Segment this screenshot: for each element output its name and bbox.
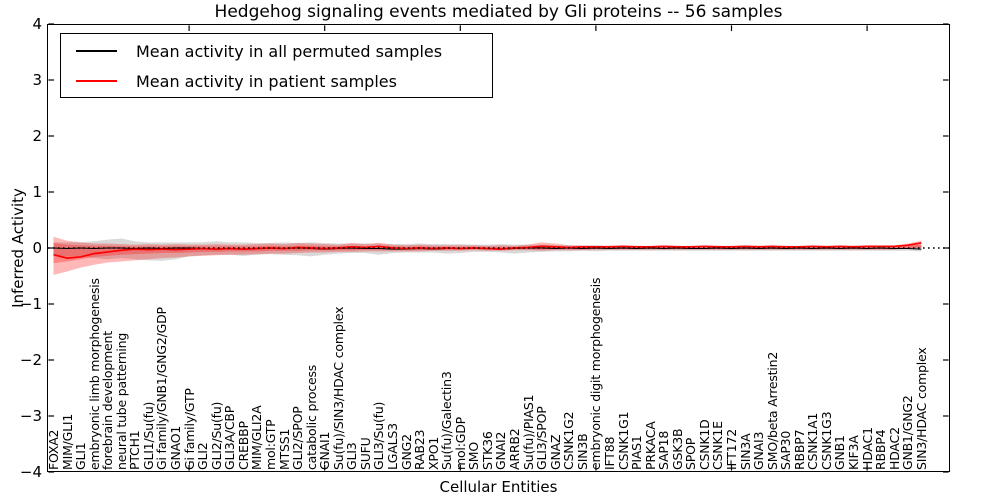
x-tick-label: GLI2/Su(fu): [208, 401, 224, 470]
x-tick-label: SUFU: [357, 437, 373, 470]
x-tick-label: RBBP7: [791, 429, 807, 470]
x-axis-label: Cellular Entities: [439, 478, 558, 496]
y-tick-label: 0: [32, 239, 42, 257]
x-tick-label: PIAS1: [629, 435, 645, 470]
x-tick-label: GNAI1: [317, 431, 333, 470]
x-tick-label: LGALS3: [385, 423, 400, 470]
y-tick-label: −2: [19, 351, 42, 369]
x-tick-label: GLI2: [195, 442, 211, 471]
x-tick-label: CREBBP: [235, 421, 251, 470]
x-tick-label: SIN3B: [574, 433, 590, 470]
x-tick-label: CSNK1E: [710, 421, 726, 470]
legend-label-patient: Mean activity in patient samples: [136, 71, 397, 91]
x-tick-label: GNG2: [398, 434, 414, 470]
x-tick-label: RBBP4: [873, 429, 889, 470]
x-tick-label: GNB1/GNG2: [900, 395, 916, 470]
legend-item-patient: Mean activity in patient samples: [61, 66, 397, 96]
x-tick-label: forebrain development: [100, 331, 116, 470]
x-tick-label: SMO/beta Arrestin2: [764, 351, 780, 470]
x-tick-label: GSK3B: [669, 428, 685, 470]
y-tick-label: −4: [19, 463, 42, 481]
x-tick-label: SPOP: [683, 437, 699, 470]
patient-mean-line: [53, 242, 922, 259]
x-tick-label: GNAO1: [168, 425, 184, 470]
x-tick-label: HDAC2: [886, 427, 902, 470]
x-tick-label: GNAI2: [493, 431, 509, 470]
x-tick-label: CSNK1A1: [805, 412, 821, 470]
x-tick-label: IFT88: [601, 436, 617, 470]
x-tick-label: embryonic limb morphogenesis: [86, 278, 102, 470]
x-tick-label: GNB1: [832, 435, 848, 470]
x-tick-label: neural tube patterning: [113, 332, 129, 470]
x-tick-label: SAP30: [778, 430, 794, 470]
x-tick-label: ARRB2: [507, 428, 523, 470]
x-tick-label: IFT172: [724, 429, 739, 470]
x-tick-label: GLI1: [73, 442, 89, 471]
x-tick-label: Gi family/GNB1/GNG2/GDP: [154, 307, 170, 470]
x-tick-label: CSNK1G1: [615, 411, 631, 470]
x-tick-label: SAP18: [656, 430, 672, 470]
x-tick-label: SIN3/HDAC complex: [913, 347, 929, 470]
x-tick-label: Su(fu)/SIN3/HDAC complex: [330, 306, 346, 470]
x-tick-label: KIF3A: [846, 435, 862, 470]
legend-item-permuted: Mean activity in all permuted samples: [61, 36, 442, 66]
x-tick-label: MIM/GLI2A: [249, 405, 265, 470]
y-tick-label: 2: [32, 127, 42, 145]
y-tick-label: 4: [32, 15, 42, 33]
y-tick-label: 1: [32, 183, 42, 201]
x-tick-label: FOXA2: [46, 429, 61, 470]
legend-label-permuted: Mean activity in all permuted samples: [136, 41, 443, 61]
legend: Mean activity in all permuted samples Me…: [60, 33, 493, 98]
x-tick-label: RAB23: [412, 429, 428, 470]
x-tick-label: PTCH1: [127, 430, 143, 470]
x-tick-label: Gi family/GTP: [181, 388, 197, 470]
x-tick-label: MIM/GLI1: [59, 413, 75, 470]
y-tick-label: −1: [19, 295, 42, 313]
x-tick-label: mol:GDP: [452, 417, 468, 470]
x-tick-label: GLI1/Su(fu): [140, 401, 156, 470]
x-tick-label: STK36: [479, 431, 495, 470]
x-tick-label: embryonic digit morphogenesis: [588, 277, 604, 470]
x-tick-label: Su(fu)/PIAS1: [520, 394, 536, 470]
permuted-confidence-band: [53, 238, 922, 261]
x-tick-label: mol:GTP: [262, 419, 278, 470]
x-tick-label: GNAI3: [751, 431, 767, 470]
x-tick-label: Su(fu)/Galectin3: [439, 371, 455, 470]
x-tick-label: MTSS1: [276, 428, 292, 470]
legend-line-sample-permuted: [76, 50, 117, 52]
x-tick-label: GLI2/SPOP: [290, 406, 306, 470]
y-tick-label: −3: [19, 407, 42, 425]
x-tick-label: GLI3/SPOP: [534, 406, 550, 470]
x-tick-label: HDAC1: [859, 427, 875, 470]
y-tick-label: 3: [32, 71, 42, 89]
x-tick-label: GLI3A/CBP: [222, 405, 238, 470]
x-tick-label: CSNK1G3: [818, 411, 834, 470]
chart-title: Hedgehog signaling events mediated by Gl…: [214, 2, 783, 22]
x-tick-label: SMO: [466, 442, 482, 470]
x-tick-label: GLI3/Su(fu): [371, 401, 387, 470]
x-tick-label: CSNK1D: [696, 419, 712, 470]
x-tick-label: CSNK1G2: [561, 411, 577, 470]
x-tick-label: GNAZ: [547, 434, 563, 470]
legend-line-sample-patient: [76, 80, 117, 82]
x-tick-label: SIN3A: [737, 433, 753, 470]
x-tick-label: GLI3: [344, 442, 360, 471]
x-tick-label: catabolic process: [303, 364, 319, 470]
x-tick-label: PRKACA: [642, 421, 658, 470]
x-tick-label: XPO1: [425, 436, 441, 470]
